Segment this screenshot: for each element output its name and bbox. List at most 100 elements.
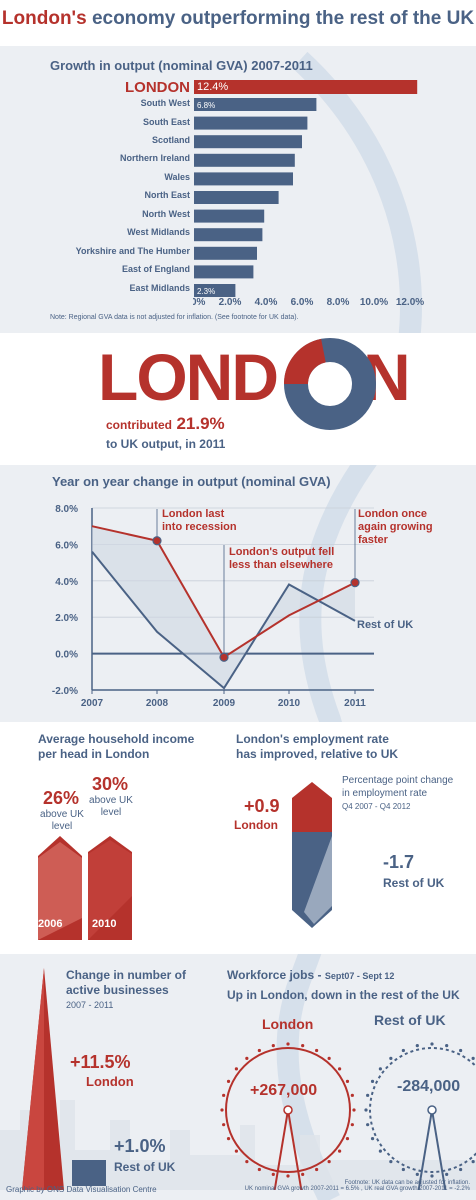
yoy-ytick-1: 0.0% <box>55 650 78 661</box>
gva-label-south-west: South West <box>140 98 190 108</box>
yoy-ytick-4: 6.0% <box>55 540 78 551</box>
income-year1: 2006 <box>38 918 63 930</box>
ferris-wheels <box>220 1042 476 1190</box>
rest-wheel-pod-8 <box>415 1172 419 1176</box>
business-title-l1: Change in number of <box>66 968 186 982</box>
gva-bar-8 <box>194 228 263 242</box>
income-2010-text: 30% above UK level <box>85 774 135 819</box>
title-red: London's <box>1 8 87 29</box>
gva-label-yorkshire: Yorkshire and The Humber <box>75 246 190 256</box>
rest-wheel-pod-24 <box>471 1056 475 1060</box>
london-wheel-pod-9 <box>257 1167 261 1172</box>
employment-arrows <box>292 782 332 928</box>
business-london-value: +11.5% <box>70 1052 131 1072</box>
footnote-line2: UK nominal GVA growth 2007-2011 = 6.5% ,… <box>244 1186 470 1192</box>
donut-london <box>284 338 327 385</box>
gva-bar-2 <box>194 116 308 130</box>
employment-period: Q4 2007 - Q4 2012 <box>342 802 411 811</box>
title-rest: economy outperforming the rest of the UK <box>91 8 475 29</box>
yoy-ytick-3: 4.0% <box>55 577 78 588</box>
london-word: LOND N <box>98 344 411 410</box>
london-wheel-pod-8 <box>271 1172 275 1176</box>
rest-wheel-pod-16 <box>370 1079 375 1083</box>
business-london-label: London <box>86 1074 134 1089</box>
business-title: Change in number of active businesses <box>66 968 186 998</box>
gva-bar-chart: 12.4% 6.8% 2.3%0.0% 2.0% 4.0% 6.0% 8.0% 10.0% 12… <box>193 80 424 308</box>
workforce-subtitle: Up in London, down in the rest of the UK <box>227 988 460 1002</box>
title-band <box>0 0 476 46</box>
employment-london-value: +0.9 <box>244 796 280 816</box>
gva-bar-10 <box>194 265 254 279</box>
yoy-xtick-1: 2008 <box>146 698 169 709</box>
income-2006-value: 26% <box>42 788 80 808</box>
london-share-donut <box>284 338 376 430</box>
london-wheel <box>220 1042 356 1190</box>
income-2010-value: 30% <box>91 774 129 794</box>
employment-london-label: London <box>234 818 278 832</box>
workforce-rest-value: -284,000 <box>397 1078 461 1095</box>
workforce-title-a: Workforce jobs - <box>227 968 322 982</box>
yoy-xtick-4: 2011 <box>344 698 366 709</box>
gva-tick-5: 10.0% <box>360 297 388 308</box>
gva-label-south-east: South East <box>142 117 190 127</box>
business-period: 2007 - 2011 <box>66 1000 114 1010</box>
yoy-gap-area <box>92 526 355 689</box>
rest-wheel-pod-21 <box>430 1042 434 1046</box>
rest-wheel-pod-22 <box>445 1044 449 1048</box>
income-2010-sub: above UK level <box>89 795 133 818</box>
gva-data-label-1: 6.8% <box>197 101 215 110</box>
income-year2: 2010 <box>92 918 117 930</box>
london-wheel-leg-right <box>287 1109 303 1190</box>
london-wheel-pod-21 <box>286 1042 290 1046</box>
yoy-ytick-2: 2.0% <box>55 613 78 624</box>
rest-wheel-pod-20 <box>415 1044 419 1048</box>
employment-title-l2: has improved, relative to UK <box>236 747 399 761</box>
income-title: Average household income per head in Lon… <box>38 732 194 762</box>
footer-credit: Graphic by ONS Data Visualisation Centre <box>6 1185 157 1194</box>
rest-wheel-pod-18 <box>389 1056 393 1060</box>
contributed-label: contributed <box>106 418 172 432</box>
gva-data-label-11: 2.3% <box>197 287 215 296</box>
gva-tick-0: 0.0% <box>193 297 206 308</box>
gva-bar-7 <box>194 209 265 223</box>
skyline <box>0 1100 476 1190</box>
london-wheel-pod-24 <box>327 1056 331 1060</box>
gva-tick-1: 2.0% <box>219 297 242 308</box>
london-wheel-leg-left <box>273 1109 289 1190</box>
london-wheel-pod-18 <box>245 1056 249 1060</box>
rest-wheel-pod-4 <box>471 1160 475 1164</box>
london-wheel-pod-3 <box>338 1149 342 1153</box>
gva-bar-6 <box>194 191 279 204</box>
employment-rest-value: -1.7 <box>383 852 415 872</box>
rest-wheel-leg-left <box>417 1109 433 1190</box>
london-wheel-pod-1 <box>350 1123 354 1127</box>
page-title: London's economy outperforming the rest … <box>0 8 476 30</box>
london-wheel-rim <box>225 1047 351 1173</box>
shard-building <box>22 968 64 1190</box>
employment-arrow-london <box>292 782 332 832</box>
rest-wheel-leg-right <box>431 1109 447 1190</box>
london-wheel-pod-19 <box>257 1048 261 1053</box>
yoy-xtick-2: 2009 <box>213 698 236 709</box>
rest-wheel-pod-17 <box>378 1067 382 1071</box>
gva-data-label-0: 12.4% <box>197 81 228 93</box>
rest-wheel-pod-13 <box>366 1123 370 1127</box>
london-wheel-pod-15 <box>222 1093 226 1097</box>
london-wheel-pod-20 <box>271 1044 275 1048</box>
london-wheel-pod-0 <box>352 1108 356 1112</box>
share-tail: to UK output, in 2011 <box>106 437 226 451</box>
yoy-line-chart: -2.0% 0.0% 2.0% 4.0% 6.0% 8.0% 2007 2008 2009 201… <box>52 504 374 709</box>
workforce-rest-label: Rest of UK <box>374 1012 446 1028</box>
rest-wheel-pod-9 <box>401 1167 405 1172</box>
employment-title: London's employment rate has improved, r… <box>236 732 398 762</box>
gva-label-north-west: North West <box>142 209 190 219</box>
workforce-title: Workforce jobs - Sept07 - Sept 12 <box>227 968 394 982</box>
income-2006-text: 26% above UK level <box>36 788 86 833</box>
gva-category-labels: LONDON South West South East Scotland No… <box>0 76 190 301</box>
employment-desc-l2: in employment rate <box>342 788 428 799</box>
rest-wheel-hub <box>427 1105 437 1115</box>
gva-tick-2: 4.0% <box>255 297 278 308</box>
london-wheel-pod-17 <box>234 1067 238 1071</box>
london-wheel-pod-11 <box>234 1149 238 1153</box>
